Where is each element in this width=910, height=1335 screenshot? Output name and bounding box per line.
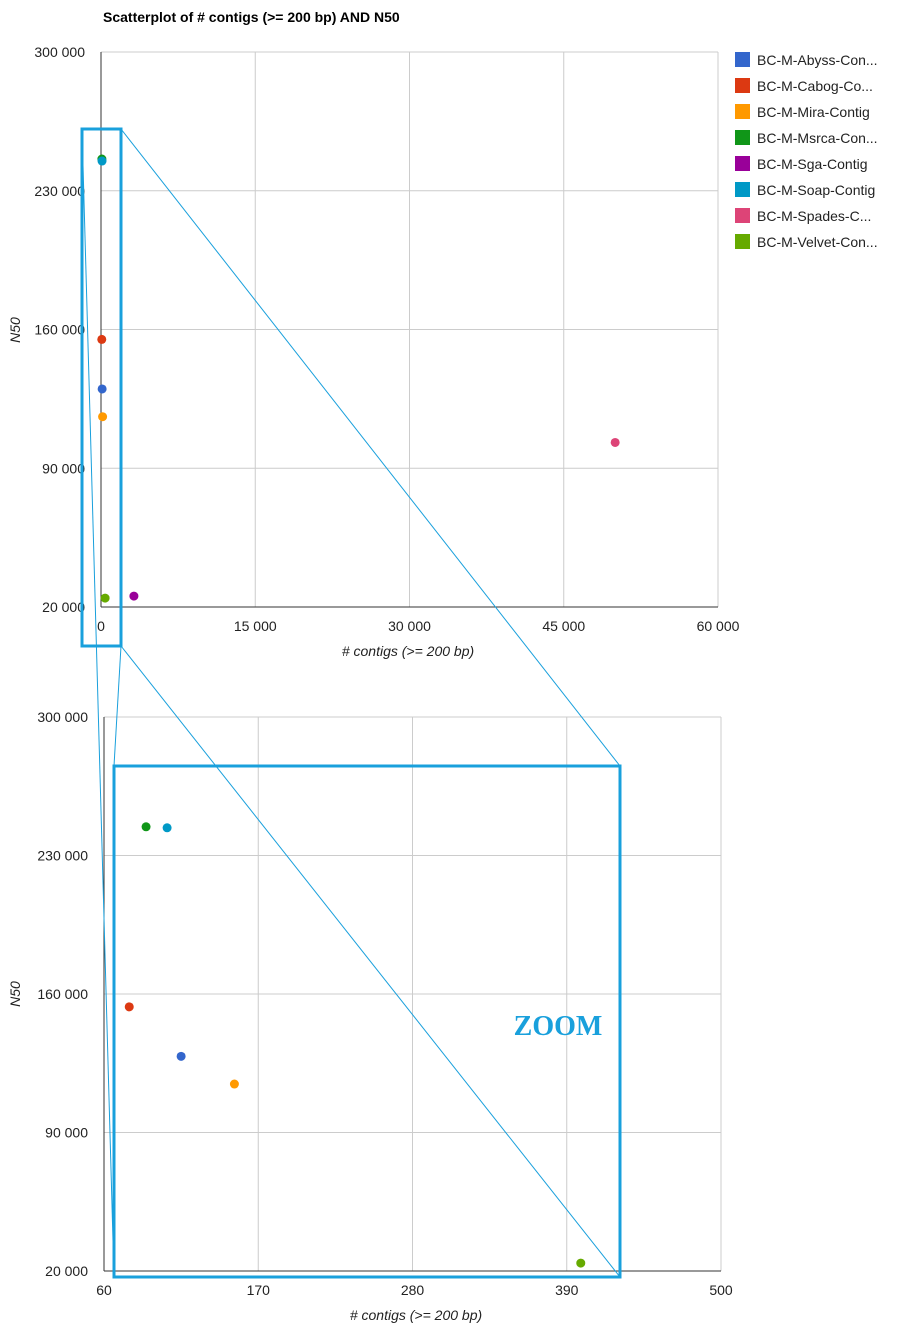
zoom-data-point (124, 1002, 134, 1012)
legend-item: BC-M-Cabog-Co... (735, 78, 873, 94)
legend-label: BC-M-Cabog-Co... (757, 78, 873, 94)
main-data-points (97, 154, 620, 603)
zoom-gridlines (103, 716, 722, 1272)
zoom-x-tick-label: 500 (709, 1282, 733, 1298)
legend-swatch (735, 130, 750, 145)
main-gridlines (100, 51, 719, 608)
zoom-annotation: ZOOM (80, 127, 622, 1279)
main-y-tick-labels: 20 000 90 000 160 000 230 000 300 000 (34, 44, 85, 615)
zoom-x-tick-labels: 60 170 280 390 500 (96, 1282, 733, 1298)
zoom-source-box (80, 127, 123, 648)
legend-swatch (735, 52, 750, 67)
main-y-tick-label: 90 000 (42, 460, 85, 476)
zoom-connector-line (113, 645, 122, 767)
legend-item: BC-M-Spades-C... (735, 208, 871, 224)
zoom-y-tick-label: 160 000 (37, 986, 88, 1002)
zoom-y-tick-label: 90 000 (45, 1125, 88, 1141)
zoom-x-tick-label: 280 (401, 1282, 425, 1298)
main-data-point (100, 593, 110, 603)
zoom-data-point (176, 1051, 186, 1061)
zoom-scatter-chart: 20 000 90 000 160 000 230 000 300 000 60 170 2… (7, 709, 733, 1323)
zoom-connector-line (120, 128, 621, 767)
zoom-x-tick-label: 60 (96, 1282, 112, 1298)
legend-label: BC-M-Abyss-Con... (757, 52, 878, 68)
zoom-y-tick-label: 20 000 (45, 1263, 88, 1279)
legend-swatch (735, 104, 750, 119)
main-y-tick-label: 20 000 (42, 599, 85, 615)
main-x-tick-label: 0 (97, 618, 105, 634)
legend-swatch (735, 234, 750, 249)
zoom-data-point (162, 823, 172, 833)
legend-swatch (735, 78, 750, 93)
zoom-y-tick-labels: 20 000 90 000 160 000 230 000 300 000 (37, 709, 88, 1279)
legend-label: BC-M-Velvet-Con... (757, 234, 878, 250)
zoom-connector-line (120, 645, 621, 1278)
legend-item: BC-M-Velvet-Con... (735, 234, 878, 250)
zoom-y-axis-title: N50 (7, 981, 23, 1007)
legend-item: BC-M-Mira-Contig (735, 104, 870, 120)
main-data-point (97, 156, 107, 166)
zoom-x-tick-label: 390 (555, 1282, 579, 1298)
legend-label: BC-M-Msrca-Con... (757, 130, 878, 146)
main-y-tick-label: 230 000 (34, 183, 85, 199)
zoom-connector-line (81, 128, 115, 1278)
main-data-point (98, 412, 108, 422)
zoom-x-tick-label: 170 (247, 1282, 271, 1298)
zoom-y-tick-label: 300 000 (37, 709, 88, 725)
main-x-tick-labels: 0 15 000 30 000 45 000 60 000 (97, 618, 740, 634)
main-x-tick-label: 60 000 (697, 618, 740, 634)
legend-item: BC-M-Sga-Contig (735, 156, 867, 172)
zoom-data-point (141, 822, 151, 832)
main-x-tick-label: 45 000 (542, 618, 585, 634)
zoom-data-points (124, 822, 586, 1268)
main-data-point (97, 384, 107, 394)
main-data-point (129, 591, 139, 601)
main-data-point (97, 334, 107, 344)
main-scatter-chart: Scatterplot of # contigs (>= 200 bp) AND… (7, 9, 740, 659)
legend-label: BC-M-Soap-Contig (757, 182, 875, 198)
main-x-axis-title: # contigs (>= 200 bp) (342, 643, 474, 659)
legend: BC-M-Abyss-Con... BC-M-Cabog-Co... BC-M-Mi… (735, 52, 878, 250)
legend-swatch (735, 156, 750, 171)
main-x-tick-label: 30 000 (388, 618, 431, 634)
legend-label: BC-M-Spades-C... (757, 208, 871, 224)
legend-item: BC-M-Abyss-Con... (735, 52, 878, 68)
zoom-label: ZOOM (514, 1011, 603, 1042)
zoom-y-tick-label: 230 000 (37, 848, 88, 864)
zoom-x-axis-title: # contigs (>= 200 bp) (350, 1307, 482, 1323)
legend-label: BC-M-Sga-Contig (757, 156, 867, 172)
legend-swatch (735, 182, 750, 197)
main-y-tick-label: 160 000 (34, 322, 85, 338)
main-x-tick-label: 15 000 (234, 618, 277, 634)
main-y-tick-label: 300 000 (34, 44, 85, 60)
legend-item: BC-M-Soap-Contig (735, 182, 875, 198)
zoom-data-point (576, 1258, 586, 1268)
zoom-target-box (112, 764, 622, 1279)
zoom-data-point (229, 1079, 239, 1089)
legend-label: BC-M-Mira-Contig (757, 104, 870, 120)
chart-title: Scatterplot of # contigs (>= 200 bp) AND… (103, 9, 400, 25)
main-data-point (610, 437, 620, 447)
main-y-axis-title: N50 (7, 317, 23, 343)
legend-item: BC-M-Msrca-Con... (735, 130, 878, 146)
legend-swatch (735, 208, 750, 223)
